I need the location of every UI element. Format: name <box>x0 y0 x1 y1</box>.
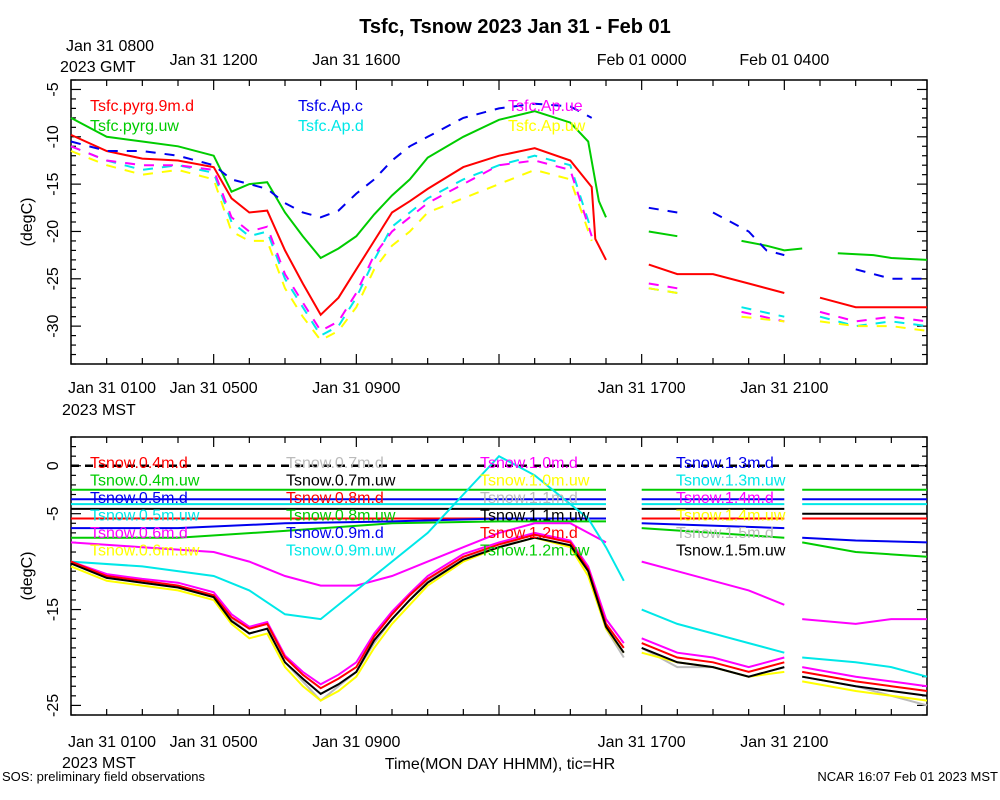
time-tick-label: Jan 31 1600 <box>312 52 400 69</box>
y-tick-label: -5 <box>45 506 62 520</box>
legend-entry: Tsfc.pyrg.9m.d <box>90 98 194 115</box>
legend-entry: Tsnow.1.0m.uw <box>480 473 590 490</box>
panel-tsfc-series <box>70 102 928 342</box>
y-tick-label: 0 <box>45 461 62 470</box>
legend-entry: Tsnow.1.0m.d <box>480 455 578 472</box>
panel-tsfc: -5-10-15-20-25-30 Tsfc.pyrg.9m.dTsfc.pyr… <box>19 79 928 365</box>
mid-axis-first-line1: Jan 31 0100 <box>68 380 156 397</box>
legend-entry: Tsnow.0.9m.d <box>286 525 384 542</box>
series-line-tsfc-pyrg-uw <box>70 110 928 261</box>
legend-entry: Tsnow.0.4m.d <box>90 455 188 472</box>
time-tick-label: Jan 31 2100 <box>740 380 828 397</box>
legend-entry: Tsnow.0.6m.uw <box>90 543 200 560</box>
time-tick-label: Feb 01 0000 <box>597 52 687 69</box>
legend-entry: Tsfc.Ap.ue <box>508 98 583 115</box>
y-tick-label: -10 <box>45 125 62 148</box>
y-tick-label: -5 <box>45 82 62 96</box>
legend-entry: Tsfc.pyrg.uw <box>90 118 179 135</box>
y-tick-label: -30 <box>45 314 62 337</box>
time-tick-label: Jan 31 1700 <box>598 380 686 397</box>
panel-tsfc-ylabel: (degC) <box>19 198 36 247</box>
time-tick-label: Jan 31 0500 <box>170 734 258 751</box>
panel-tsnow-ylabel: (degC) <box>19 552 36 601</box>
series-line-tsnow-0-7m-uw <box>70 536 928 697</box>
y-tick-label: -25 <box>45 694 62 717</box>
y-tick-label: -15 <box>45 172 62 195</box>
series-line-tsnow-1-0m-d <box>70 522 927 625</box>
legend-entry: Tsnow.0.6m.d <box>90 525 188 542</box>
legend-entry: Tsnow.0.7m.uw <box>286 473 396 490</box>
legend-entry: Tsnow.1.3m.d <box>676 455 774 472</box>
bottom-axis-first-line2: 2023 MST <box>62 755 136 772</box>
bottom-axis: Jan 31 0100 2023 MST Jan 31 0500 Jan 31 0… <box>62 734 828 772</box>
top-axis-first-line1: Jan 31 0800 <box>66 38 154 55</box>
series-line-tsnow-0-6m-uw <box>70 536 928 702</box>
legend-entry: Tsnow.0.9m.uw <box>286 543 396 560</box>
legend-entry: Tsnow.1.4m.d <box>676 490 774 507</box>
time-tick-label: Jan 31 2100 <box>740 734 828 751</box>
mid-axis-labels: Jan 31 0500 Jan 31 0900 Jan 31 1700 Jan 31 … <box>170 380 829 397</box>
legend-entry: Tsnow.0.8m.d <box>286 490 384 507</box>
legend-entry: Tsnow.1.4m.uw <box>676 508 786 525</box>
y-tick-label: -20 <box>45 220 62 243</box>
footer-left: SOS: preliminary field observations <box>2 769 206 784</box>
series-line-tsnow-0-4m-d <box>70 533 928 692</box>
top-axis-labels: Jan 31 1200 Jan 31 1600 Feb 01 0000 Feb 01 … <box>170 52 830 69</box>
panel-tsfc-frame <box>70 79 928 365</box>
legend-entry: Tsnow.0.5m.d <box>90 490 188 507</box>
series-line-tsfc-ap-uw <box>70 150 928 342</box>
legend-entry: Tsfc.Ap.uw <box>508 118 586 135</box>
panel-tsfc-ticks: -5 -10 -15 -20 -25 -30 <box>45 79 928 365</box>
series-line-tsnow-0-8m-uw <box>71 520 928 558</box>
series-line-tsnow-0-9m-d <box>71 517 928 544</box>
panel-tsnow-legend: Tsnow.0.4m.dTsnow.0.4m.uwTsnow.0.5m.dTsn… <box>90 455 786 560</box>
legend-entry: Tsnow.1.2m.d <box>480 525 578 542</box>
time-tick-label: Jan 31 0900 <box>312 734 400 751</box>
panel-tsnow-series <box>70 454 928 707</box>
legend-entry: Tsnow.0.7m.d <box>286 455 384 472</box>
series-line-tsfc-ap-d <box>70 145 928 337</box>
chart-title: Tsfc, Tsnow 2023 Jan 31 - Feb 01 <box>359 16 671 38</box>
y-tick-label: -25 <box>45 267 62 290</box>
bottom-axis-first-line1: Jan 31 0100 <box>68 734 156 751</box>
series-line-tsnow-0-6m-d <box>70 531 928 688</box>
legend-entry: Tsnow.1.2m.uw <box>480 543 590 560</box>
legend-entry: Tsfc.Ap.c <box>298 98 363 115</box>
time-tick-label: Jan 31 0900 <box>312 380 400 397</box>
legend-entry: Tsnow.0.8m.uw <box>286 508 396 525</box>
time-tick-label: Jan 31 0500 <box>170 380 258 397</box>
time-tick-label: Feb 01 0400 <box>739 52 829 69</box>
legend-entry: Tsfc.Ap.d <box>298 118 364 135</box>
footer-right: NCAR 16:07 Feb 01 2023 MST <box>817 769 998 784</box>
top-axis: Jan 31 0800 2023 GMT Jan 31 1200 Jan 31 1… <box>60 38 829 76</box>
time-tick-label: Jan 31 1200 <box>170 52 258 69</box>
series-line-tsnow-0-9m-uw <box>70 454 928 678</box>
legend-entry: Tsnow.1.3m.uw <box>676 473 786 490</box>
bottom-axis-labels: Jan 31 0500 Jan 31 0900 Jan 31 1700 Jan 31 … <box>170 734 829 751</box>
legend-entry: Tsnow.1.1m.d <box>480 490 578 507</box>
top-axis-first-line2: 2023 GMT <box>60 59 136 76</box>
time-tick-label: Jan 31 1700 <box>598 734 686 751</box>
mid-axis: Jan 31 0100 2023 MST Jan 31 0500 Jan 31 0… <box>62 380 828 419</box>
x-axis-title: Time(MON DAY HHMM), tic=HR <box>385 756 615 773</box>
legend-entry: Tsnow.0.5m.uw <box>90 508 200 525</box>
series-line-tsfc-pyrg-9m-d <box>70 133 927 317</box>
panel-tsfc-legend: Tsfc.pyrg.9m.d Tsfc.pyrg.uw Tsfc.Ap.c Tsfc.… <box>90 98 586 135</box>
panel-tsnow: 0-5-15-25 Tsnow.0.4m.dTsnow.0.4m.uwTsnow… <box>19 436 928 717</box>
y-tick-label: -15 <box>45 598 62 621</box>
mid-axis-first-line2: 2023 MST <box>62 402 136 419</box>
series-line-tsnow-1-1m-uw <box>71 507 927 515</box>
legend-entry: Tsnow.1.5m.d <box>676 525 774 542</box>
legend-entry: Tsnow.1.1m.uw <box>480 508 590 525</box>
series-line-tsfc-ap-ue <box>70 145 928 333</box>
legend-entry: Tsnow.0.4m.uw <box>90 473 200 490</box>
legend-entry: Tsnow.1.5m.uw <box>676 543 786 560</box>
series-line-tsfc-ap-c <box>70 102 927 280</box>
